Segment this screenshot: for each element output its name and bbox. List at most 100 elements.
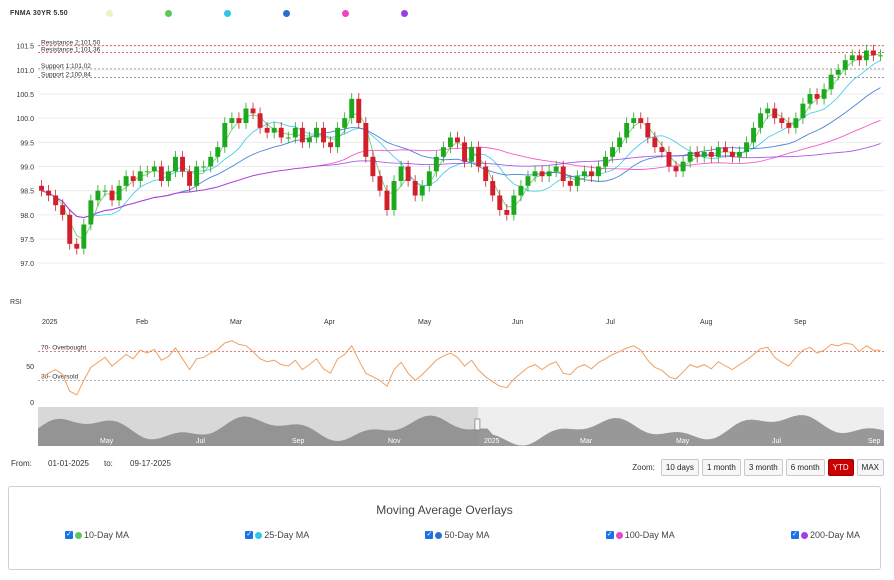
checkbox-icon[interactable]: ✓	[605, 531, 614, 539]
ma-line	[41, 87, 881, 219]
candle-body	[342, 118, 348, 128]
candle-body	[278, 127, 284, 138]
checkbox-icon[interactable]: ✓	[65, 531, 73, 539]
checkbox-icon[interactable]: ✓	[425, 531, 434, 539]
zoom-label: Zoom:	[632, 463, 655, 472]
rsi-label: RSI	[10, 299, 22, 306]
candle-body	[567, 181, 573, 186]
moving-average-panel: Moving Average Overlays ✓ 10-Day MA ✓ 25…	[8, 486, 881, 570]
checkbox-icon[interactable]: ✓	[245, 531, 254, 539]
candle-body	[645, 123, 651, 138]
candle-body	[81, 224, 87, 249]
candle-body	[518, 185, 524, 196]
candle-body	[257, 113, 263, 128]
ma-option-label: 50-Day MA	[444, 530, 490, 540]
navigator-label: 2025	[484, 438, 500, 445]
candle-body	[666, 152, 672, 167]
zoom-3-month-button[interactable]: 3 month	[743, 459, 783, 476]
y-tick-label: 99.0	[20, 165, 34, 172]
navigator-label: Jul	[196, 438, 205, 445]
candle-body	[744, 142, 749, 152]
legend-series-dot[interactable]	[400, 9, 408, 17]
candle-body	[617, 137, 623, 148]
ma-100-dot	[615, 531, 623, 539]
candle-body	[624, 123, 630, 138]
candle-body	[835, 69, 841, 75]
candle-body	[222, 123, 228, 148]
legend-series-dot[interactable]	[105, 9, 113, 17]
candle-body	[412, 181, 418, 196]
zoom-1-month-button[interactable]: 1 month	[701, 459, 741, 476]
checkbox-icon[interactable]: ✓	[790, 531, 799, 539]
ma-option-label: 25-Day MA	[264, 530, 310, 540]
candle-body	[729, 152, 735, 157]
price-chart[interactable]: 97.0 97.5 98.0 98.5 99.0 99.5 100.0 100.5 101.0 1…	[0, 0, 894, 458]
navigator-handle[interactable]	[474, 418, 481, 431]
candle-body	[243, 108, 249, 123]
legend-series-dot[interactable]	[282, 9, 290, 17]
candle-body	[631, 118, 637, 123]
ma-option-100-day[interactable]: ✓ 100-Day MA	[605, 530, 675, 540]
candle-body	[165, 171, 171, 181]
candle-body	[737, 152, 742, 157]
candle-body	[821, 89, 827, 99]
rsi-tick-label: 50	[26, 364, 34, 371]
candle-body	[673, 166, 679, 172]
candle-body	[335, 127, 341, 148]
candle-body	[229, 118, 235, 123]
x-month-label: Jul	[606, 319, 615, 326]
candle-body	[321, 127, 326, 143]
candle-body	[490, 181, 496, 196]
candle-body	[722, 147, 728, 152]
candle-body	[95, 190, 101, 201]
y-tick-label: 101.0	[16, 68, 34, 75]
ma-option-25-day[interactable]: ✓ 25-Day MA	[245, 530, 309, 540]
candle-body	[60, 205, 66, 215]
candle-body	[292, 127, 298, 138]
candle-body	[878, 55, 883, 57]
candle-body	[786, 123, 792, 128]
zoom-10-days-button[interactable]: 10 days	[660, 459, 699, 476]
candle-body	[356, 98, 362, 123]
x-month-label: Aug	[700, 319, 713, 326]
zoom-max-button[interactable]: MAX	[856, 459, 884, 476]
candle-body	[306, 137, 312, 143]
ma-option-50-day[interactable]: ✓ 50-Day MA	[425, 530, 489, 540]
candle-body	[271, 127, 277, 133]
ma-50-dot	[435, 531, 443, 539]
legend-series-dot[interactable]	[164, 9, 172, 17]
oversold-label: 30- Oversold	[41, 373, 79, 380]
navigator-label: Sep	[292, 438, 305, 445]
candle-body	[751, 127, 757, 143]
from-date-input[interactable]: 01-01-2025	[48, 459, 89, 468]
rsi-line	[41, 340, 881, 396]
level-label: Resistance 2:101.50	[41, 40, 101, 47]
candle-body	[151, 166, 157, 172]
candle-body	[455, 137, 460, 143]
level-label: Resistance 1:101.36	[41, 46, 101, 53]
navigator-label: May	[676, 438, 690, 445]
ma-option-10-day[interactable]: ✓ 10-Day MA	[65, 530, 129, 540]
candle-body	[201, 166, 207, 168]
navigator-label: Sep	[868, 438, 881, 445]
candle-body	[158, 166, 164, 181]
x-month-label: 2025	[42, 319, 58, 326]
candle-body	[299, 127, 305, 143]
ma-options: ✓ 10-Day MA ✓ 25-Day MA ✓ 50-Day MA ✓ 10…	[65, 530, 860, 540]
legend-series-dot[interactable]	[223, 9, 231, 17]
candle-body	[708, 152, 714, 157]
candle-body	[433, 156, 439, 172]
to-date-input[interactable]: 09-17-2025	[130, 459, 171, 468]
zoom-ytd-button[interactable]: YTD	[827, 459, 854, 476]
candle-body	[236, 118, 242, 123]
candle-body	[426, 171, 432, 186]
y-tick-label: 97.5	[20, 237, 34, 244]
y-tick-label: 100.5	[16, 92, 34, 99]
ma-option-200-day[interactable]: ✓ 200-Day MA	[790, 530, 860, 540]
candle-body	[476, 147, 482, 167]
candle-body	[116, 185, 122, 201]
zoom-6-month-button[interactable]: 6 month	[785, 459, 825, 476]
candle-body	[53, 195, 59, 206]
legend-series-dot[interactable]	[341, 9, 349, 17]
candle-body	[638, 118, 644, 123]
